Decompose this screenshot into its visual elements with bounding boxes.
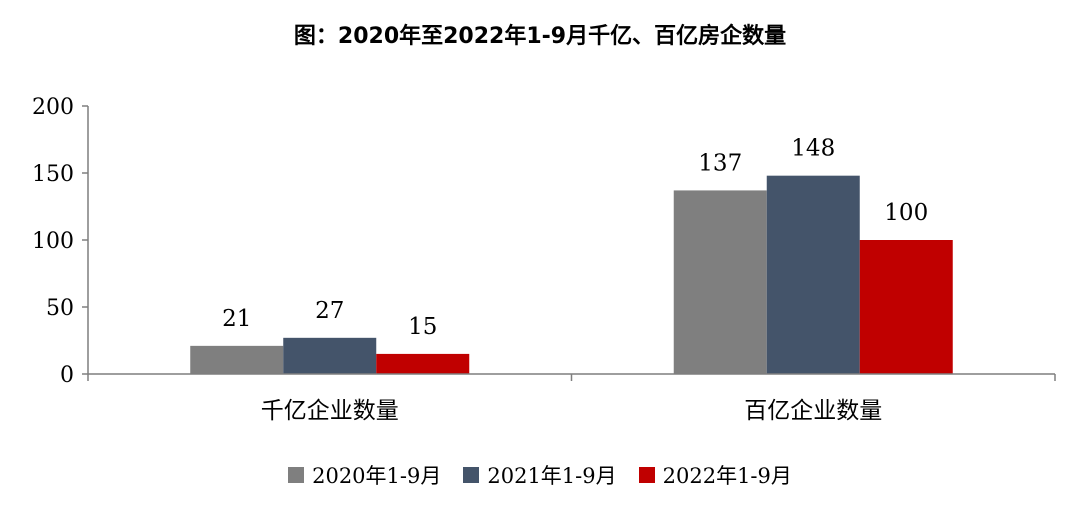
y-tick-label: 200 <box>32 95 74 120</box>
bar <box>673 190 767 374</box>
data-label: 21 <box>222 306 251 332</box>
x-category-label: 百亿企业数量 <box>744 398 882 424</box>
y-tick-label: 0 <box>60 363 74 388</box>
data-label: 137 <box>698 150 742 176</box>
legend-swatch <box>638 467 655 483</box>
y-tick-label: 150 <box>32 162 74 187</box>
data-label: 100 <box>884 200 928 226</box>
legend-swatch <box>463 467 480 483</box>
data-label: 15 <box>408 314 437 340</box>
bar <box>190 345 284 374</box>
legend: 2020年1-9月 2021年1-9月 2022年1-9月 <box>0 460 1080 490</box>
legend-item: 2022年1-9月 <box>638 460 792 490</box>
legend-label: 2022年1-9月 <box>662 464 792 488</box>
legend-label: 2021年1-9月 <box>487 464 617 488</box>
chart-title: 图：2020年至2022年1-9月千亿、百亿房企数量 <box>293 24 787 49</box>
legend-item: 2020年1-9月 <box>288 460 441 490</box>
x-axis: 千亿企业数量 百亿企业数量 <box>87 373 1056 424</box>
bars: 21 27 15 137 148 100 <box>190 136 953 374</box>
bar <box>766 175 860 374</box>
y-tick-label: 100 <box>32 229 74 254</box>
data-label: 27 <box>315 298 344 324</box>
bar <box>859 240 953 374</box>
legend-swatch <box>288 467 305 483</box>
legend-label: 2020年1-9月 <box>312 464 442 488</box>
x-category-label: 千亿企业数量 <box>261 398 399 424</box>
y-axis: 0 50 100 150 200 <box>32 95 89 388</box>
data-label: 148 <box>791 136 835 162</box>
bar <box>283 337 377 374</box>
bar <box>376 353 470 374</box>
y-tick-label: 50 <box>46 296 74 321</box>
legend-item: 2021年1-9月 <box>463 460 617 490</box>
